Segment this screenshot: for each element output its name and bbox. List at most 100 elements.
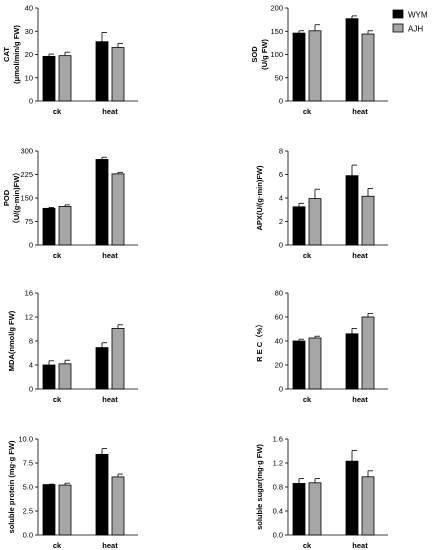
y-tick-label: 75 [25, 217, 33, 226]
bar-ajh-ck [58, 484, 72, 536]
legend-label-ajh: AJH [408, 25, 423, 34]
bar-ajh-ck [308, 30, 322, 102]
y-tick-label: 10 [25, 73, 33, 82]
bar-wym-heat [95, 159, 109, 246]
bar-wym-heat [345, 460, 359, 536]
bar-wym-heat [95, 347, 109, 390]
bar-ajh-heat [361, 476, 375, 536]
y-tick-label: 0 [29, 97, 33, 106]
y-tick-label: 7.5 [23, 459, 33, 468]
bar-ajh-ck [308, 198, 322, 246]
chart-panel-pod: 0 75 150 225 300 ck heat POD （U/(g·min)FW） [2, 147, 138, 260]
x-category-label-ck: ck [303, 395, 312, 404]
y-axis-label: MDA(nmol/g FW) [7, 310, 16, 371]
y-tick-label: 100 [270, 50, 283, 59]
y-tick-label: 12 [25, 313, 33, 322]
legend-label-wym: WYM [408, 11, 428, 20]
y-axis-label: R E C（%） [254, 320, 264, 362]
chart-panel-rec: 0 20 40 60 80 ck heat R E C（%） [254, 289, 388, 404]
chart-panel-sod: 0 50 100 150 200 ck heat SOD (U/g FW) [250, 4, 388, 116]
x-category-label-heat: heat [352, 541, 368, 550]
bar-ajh-ck [308, 337, 322, 390]
x-category-label-ck: ck [303, 541, 312, 550]
y-tick-label: 20 [275, 361, 283, 370]
y-tick-label: 0.8 [273, 483, 283, 492]
bar-wym-heat [345, 175, 359, 246]
bar-ajh-heat [361, 195, 375, 246]
bar-wym-heat [345, 333, 359, 390]
y-axis-label: APX(U/(g·min)FW) [255, 165, 264, 230]
y-tick-label: 10.0 [18, 435, 33, 444]
x-category-label-heat: heat [352, 395, 368, 404]
bar-wym-heat [95, 41, 109, 102]
y-tick-label: 0 [279, 385, 283, 394]
x-category-label-ck: ck [303, 251, 312, 260]
x-category-label-ck: ck [53, 395, 62, 404]
bar-ajh-heat [361, 33, 375, 102]
bar-wym-ck [292, 32, 306, 102]
y-tick-label: 20 [25, 50, 33, 59]
bar-ajh-heat [111, 173, 125, 246]
y-tick-label: 2 [279, 217, 283, 226]
bar-wym-ck [42, 364, 56, 390]
bar-ajh-ck [58, 55, 72, 102]
y-tick-label: 40 [275, 337, 283, 346]
y-tick-label: 1.6 [273, 435, 283, 444]
bar-ajh-heat [361, 316, 375, 390]
y-tick-label: 0 [29, 241, 33, 250]
y-axis-label: soluble sugar(mg·g FW) [255, 444, 264, 530]
y-tick-label: 0.0 [273, 531, 283, 540]
y-axis-label: (U/g FW) [260, 39, 269, 70]
y-tick-label: 6 [279, 170, 283, 179]
chart-panel-apx: 0 2 4 6 8 ck heat APX(U/(g·min)FW) [255, 147, 388, 260]
y-tick-label: 150 [20, 194, 33, 203]
chart-panel-protein: 0.0 2.5 5.0 7.5 10.0 ck heat soluble protein (m… [7, 435, 138, 550]
y-tick-label: 225 [20, 170, 33, 179]
y-tick-label: 300 [20, 147, 33, 156]
bar-ajh-ck [58, 206, 72, 246]
legend-swatch-ajh [392, 23, 404, 33]
bar-wym-ck [42, 207, 56, 246]
bar-wym-heat [345, 18, 359, 102]
bar-wym-ck [292, 340, 306, 390]
legend: WYM AJH [392, 9, 428, 34]
chart-panel-cat: 0 10 20 30 40 ck heat CAT (μmol/min/g FW) [2, 4, 138, 116]
x-category-label-heat: heat [102, 395, 118, 404]
y-tick-label: 8 [29, 337, 33, 346]
y-tick-label: 40 [25, 4, 33, 13]
legend-swatch-wym [392, 9, 404, 19]
y-tick-label: 4 [279, 194, 283, 203]
y-tick-label: 0 [29, 385, 33, 394]
y-axis-label: CAT [2, 47, 11, 62]
y-tick-label: 16 [25, 289, 33, 298]
y-tick-label: 60 [275, 313, 283, 322]
y-tick-label: 1.2 [273, 459, 283, 468]
y-tick-label: 0.4 [273, 507, 283, 516]
bar-wym-ck [292, 482, 306, 536]
x-category-label-ck: ck [303, 107, 312, 116]
bar-wym-ck [42, 484, 56, 536]
y-tick-label: 2.5 [23, 507, 33, 516]
y-axis-label: soluble protein (mg·g FW) [7, 440, 16, 533]
bar-wym-ck [292, 206, 306, 246]
bar-wym-heat [95, 453, 109, 536]
x-category-label-heat: heat [352, 251, 368, 260]
bar-ajh-heat [111, 327, 125, 390]
y-tick-label: 50 [275, 73, 283, 82]
bar-ajh-ck [58, 363, 72, 390]
x-category-label-ck: ck [53, 541, 62, 550]
chart-panel-sugar: 0.0 0.4 0.8 1.2 1.6 ck heat soluble sugar(mg·g … [255, 435, 388, 550]
y-axis-label: (μmol/min/g FW) [12, 25, 21, 84]
y-tick-label: 0 [279, 97, 283, 106]
bar-ajh-heat [111, 476, 125, 536]
y-tick-label: 5.0 [23, 483, 33, 492]
x-category-label-heat: heat [102, 251, 118, 260]
bar-ajh-ck [308, 482, 322, 536]
x-category-label-heat: heat [102, 541, 118, 550]
y-axis-label: POD [2, 189, 11, 206]
chart-panel-mda: 0 4 8 12 16 ck heat MDA(nmol/g FW) [7, 289, 138, 404]
y-tick-label: 4 [29, 361, 33, 370]
y-tick-label: 0 [279, 241, 283, 250]
